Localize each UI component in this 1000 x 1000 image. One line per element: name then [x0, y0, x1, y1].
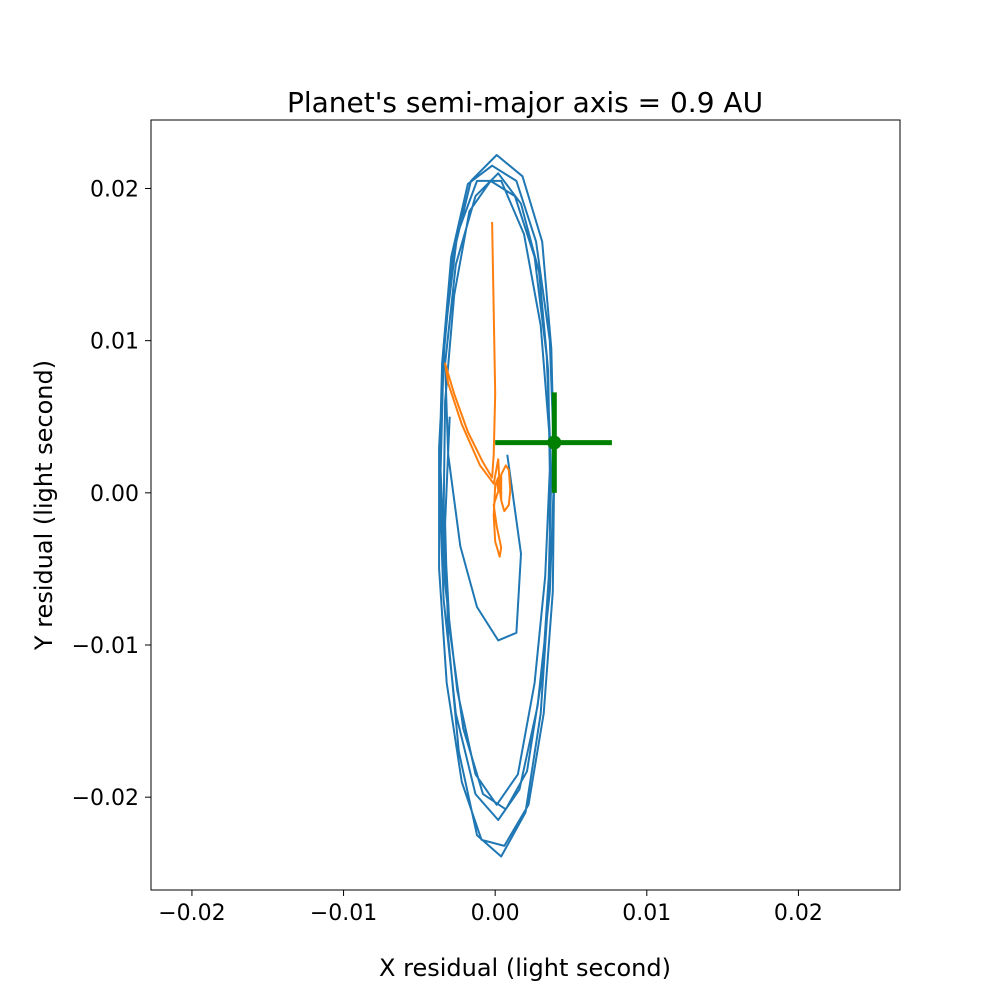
series-layer [438, 154, 556, 858]
y-axis-label: Y residual (light second) [30, 360, 58, 651]
series-line-0 [438, 154, 556, 858]
marker-layer [495, 392, 612, 493]
axes-frame [150, 119, 901, 891]
y-tick-label: 0.00 [90, 482, 139, 507]
series-line-1 [444, 221, 512, 558]
x-axis: −0.02 −0.01 0.00 0.01 0.02 [158, 890, 823, 926]
x-tick-label: −0.02 [158, 901, 225, 926]
chart-title: Planet's semi-major axis = 0.9 AU [287, 86, 763, 119]
x-tick-label: −0.01 [310, 901, 377, 926]
y-tick-label: −0.01 [72, 634, 139, 659]
marker-point [547, 435, 562, 450]
x-tick-label: 0.02 [774, 901, 823, 926]
x-tick-label: 0.00 [471, 901, 520, 926]
y-tick-label: 0.02 [90, 177, 139, 202]
y-tick-label: −0.02 [72, 786, 139, 811]
x-tick-label: 0.01 [622, 901, 671, 926]
plot-area [150, 119, 901, 891]
x-axis-label: X residual (light second) [379, 954, 671, 982]
y-tick-label: 0.01 [90, 330, 139, 355]
y-axis: −0.02 −0.01 0.00 0.01 0.02 [72, 177, 151, 811]
